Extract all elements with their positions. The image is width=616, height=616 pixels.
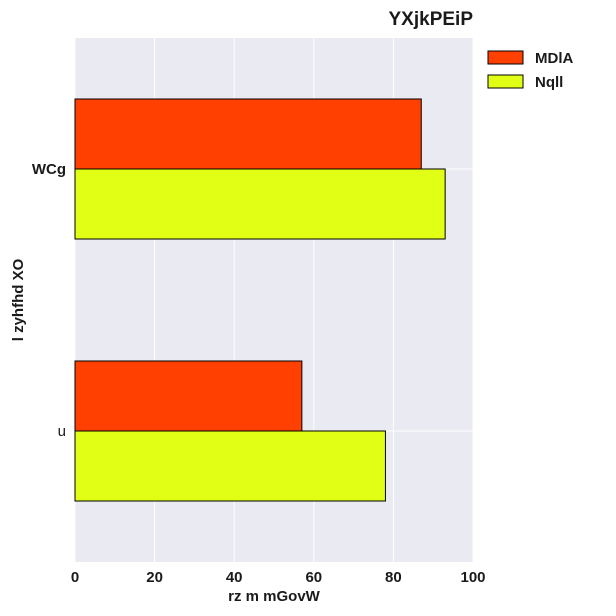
x-tick-label: 100 bbox=[460, 569, 485, 586]
x-tick-labels: 0 20 40 60 80 100 bbox=[71, 569, 486, 586]
x-tick-label: 20 bbox=[146, 569, 163, 586]
x-tick-label: 60 bbox=[305, 569, 322, 586]
legend-swatch bbox=[487, 74, 524, 89]
y-tick-label: WCg bbox=[32, 161, 66, 178]
y-tick-labels: WCg u bbox=[32, 161, 66, 440]
x-tick-label: 80 bbox=[385, 569, 402, 586]
legend-swatch bbox=[487, 50, 524, 65]
legend-label: MDlA bbox=[535, 50, 573, 67]
bars bbox=[74, 98, 446, 502]
y-tick-label: u bbox=[58, 423, 66, 440]
y-axis-label: l zyhfhd XO bbox=[10, 258, 27, 341]
chart-title: YXjkPEiP bbox=[389, 9, 474, 30]
legend-label: Nqll bbox=[535, 74, 563, 91]
bar-nqll-wcg bbox=[74, 168, 446, 240]
bar-mdla-u bbox=[74, 360, 303, 432]
bar-mdla-wcg bbox=[74, 98, 422, 170]
x-tick-label: 40 bbox=[226, 569, 243, 586]
x-tick-label: 0 bbox=[71, 569, 79, 586]
legend: MDlA Nqll bbox=[487, 50, 573, 91]
x-axis-label: rz m mGovW bbox=[228, 588, 321, 605]
bar-nqll-u bbox=[74, 430, 386, 502]
